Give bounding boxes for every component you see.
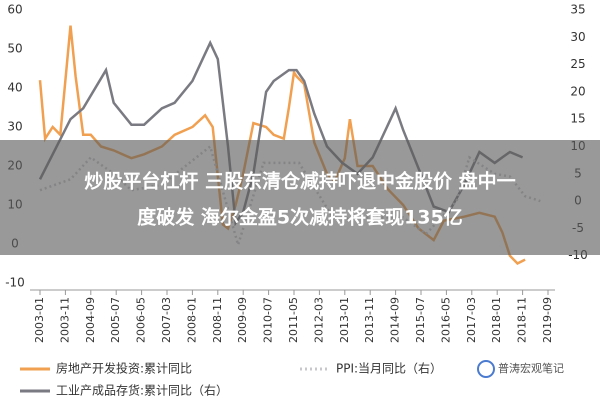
x-tick-label: 2013-01 xyxy=(338,297,351,343)
headline: 度破发 海尔金盈5次减持将套现135亿 xyxy=(137,206,463,229)
y2-tick-label: 30 xyxy=(570,30,585,44)
y2-tick-label: 15 xyxy=(570,112,585,126)
y-tick-label: 50 xyxy=(7,42,22,56)
y2-tick-label: 20 xyxy=(570,84,585,98)
x-tick-label: 2017-03 xyxy=(465,297,478,343)
x-tick-label: 2005-07 xyxy=(109,297,122,343)
legend-label: 工业产成品存货:累计同比（右） xyxy=(56,383,228,398)
x-tick-label: 2009-09 xyxy=(236,297,249,343)
x-tick-label: 2016-05 xyxy=(439,297,452,343)
y2-tick-label: 35 xyxy=(570,3,585,17)
x-tick-label: 2007-03 xyxy=(160,297,173,343)
headline-banner xyxy=(0,140,600,255)
y-tick-label: 30 xyxy=(7,120,22,134)
x-tick-label: 2018-01 xyxy=(490,297,503,343)
x-tick-label: 2003-11 xyxy=(58,297,71,343)
y-tick-label: -10 xyxy=(5,276,25,290)
y2-tick-label: 25 xyxy=(570,57,585,71)
watermark-icon xyxy=(477,360,495,378)
headline: 炒股平台杠杆 三股东清仓减持吓退中金股价 盘中一 xyxy=(84,170,515,193)
x-tick-label: 2008-01 xyxy=(185,297,198,343)
x-tick-label: 2015-07 xyxy=(414,297,427,343)
x-tick-label: 2013-11 xyxy=(363,297,376,343)
y-tick-label: 60 xyxy=(7,3,22,17)
x-tick-label: 2014-09 xyxy=(389,297,402,343)
x-tick-label: 2018-11 xyxy=(516,297,529,343)
legend-label: 房地产开发投资:累计同比 xyxy=(56,361,192,376)
x-tick-label: 2003-01 xyxy=(33,297,46,343)
x-tick-label: 2008-11 xyxy=(211,297,224,343)
x-tick-label: 2010-07 xyxy=(262,297,275,343)
legend-label: PPI:当月同比（右） xyxy=(336,361,442,376)
x-tick-label: 2011-05 xyxy=(287,297,300,343)
x-tick-label: 2006-05 xyxy=(135,297,148,343)
x-tick-label: 2004-09 xyxy=(84,297,97,343)
watermark: 普涛宏观笔记 xyxy=(498,361,564,375)
y-tick-label: 40 xyxy=(7,81,22,95)
x-tick-label: 2019-09 xyxy=(541,297,554,343)
x-tick-label: 2012-03 xyxy=(312,297,325,343)
